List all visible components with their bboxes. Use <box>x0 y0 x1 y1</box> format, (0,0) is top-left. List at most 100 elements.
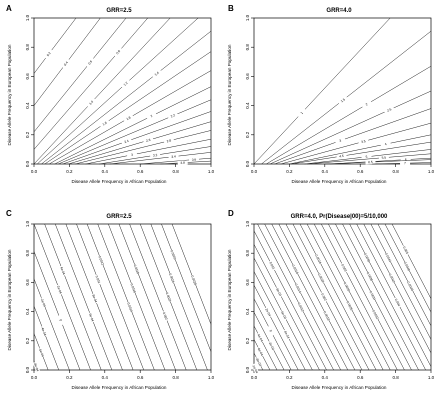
contour-line <box>85 138 212 165</box>
contour-label-background <box>57 314 65 326</box>
contour-label-background <box>168 154 179 160</box>
contour-label: 2.6 <box>146 138 152 143</box>
contour-line <box>391 223 432 299</box>
contour-label: 3.4 <box>171 154 176 159</box>
contour-line <box>33 17 171 165</box>
x-tick-label: 0.8 <box>172 375 179 380</box>
contour-line <box>37 17 199 165</box>
contour-label-background <box>361 100 373 109</box>
contour-line <box>274 108 432 165</box>
contour-label: 1 <box>300 111 304 115</box>
contour-label: -4e-04 <box>40 326 47 336</box>
contour-label: 0.0034 <box>369 290 377 301</box>
contour-label: 6e-04 <box>88 313 95 322</box>
contour-line <box>54 86 212 165</box>
y-tick-label: 0.0 <box>245 160 250 167</box>
contour-label: 0.0022 <box>165 292 172 303</box>
contour-label: 4 <box>384 142 387 146</box>
contour-label: 0.4 <box>63 60 69 66</box>
contour-label: 0 <box>58 319 62 322</box>
contour-label-background <box>294 282 303 294</box>
x-tick-label: 1.0 <box>428 375 435 380</box>
panel-letter: A <box>6 4 12 13</box>
contour-label: 6.5 <box>368 160 373 164</box>
contour-line <box>171 223 212 325</box>
contour-label-background <box>177 160 188 166</box>
contour-label: 0.005 <box>402 246 409 255</box>
contour-label-background <box>164 291 173 303</box>
contour-label: 0.0026 <box>170 249 177 260</box>
contour-label-background <box>167 112 179 120</box>
contour-label-background <box>279 309 288 321</box>
contour-label-background <box>61 58 71 69</box>
contour-label: 0.0018 <box>133 264 140 275</box>
contour-label: 0.0032 <box>371 309 379 320</box>
contour-label-background <box>126 151 138 158</box>
contour-label-background <box>142 136 154 144</box>
contour-line <box>306 223 384 371</box>
contour-label-background <box>383 106 395 114</box>
y-axis-label: Disease Allele Frequency in European Pop… <box>227 44 232 145</box>
x-axis-label: Disease Allele Frequency in African Popu… <box>72 385 167 390</box>
contour-line <box>324 159 432 165</box>
contour-label-background <box>146 112 157 121</box>
x-tick-label: 0.0 <box>31 375 38 380</box>
contour-label-background <box>393 297 402 308</box>
contour-label-background <box>365 271 374 282</box>
contour-label-background <box>365 159 376 165</box>
contour-line <box>291 141 432 165</box>
contour-line <box>76 223 134 371</box>
contour-line <box>328 223 405 371</box>
contour-label: 0.003 <box>340 263 347 272</box>
x-tick-label: 0.8 <box>392 375 399 380</box>
contour-label-background <box>99 119 110 128</box>
contour-label-background <box>380 141 391 148</box>
panel-letter: D <box>228 209 234 218</box>
contour-line <box>33 306 60 371</box>
contour-label-background <box>85 57 95 68</box>
contour-label: -8e-04 <box>33 362 40 372</box>
y-tick-label: 0.0 <box>25 160 30 167</box>
contour-label: 3.5 <box>361 139 367 144</box>
y-tick-label: 0.2 <box>25 337 30 344</box>
plot-area: 0.0 0.2 0.4 0.6 0.8 1.0 0.0 0.2 0.4 0.6 0.8 1.0 0.2 0… <box>25 14 215 174</box>
contour-label: 0.0038 <box>363 252 371 263</box>
contour-label: 1.6 <box>102 121 108 127</box>
contour-label-background <box>319 291 328 303</box>
contour-line <box>140 157 212 165</box>
contour-label: -8e-04 <box>255 357 263 367</box>
y-tick-label: 1.0 <box>245 220 250 227</box>
contour-label: 0.0014 <box>126 302 133 313</box>
contour-label: 0.0048 <box>403 261 411 272</box>
plot-area: 0.0 0.2 0.4 0.6 0.8 1.0 0.0 0.2 0.4 0.6 0.8 1.0 -8e-… <box>25 220 215 380</box>
contour-line <box>289 134 432 165</box>
x-tick-label: 0.2 <box>66 169 73 174</box>
contour-label-background <box>87 312 96 323</box>
x-tick-label: 0.4 <box>102 375 109 380</box>
x-tick-label: 0.2 <box>66 375 73 380</box>
contour-label-background <box>59 265 67 277</box>
panel-title: GRR=4.0, Pr(Disease|00)=5/10,000 <box>291 214 388 220</box>
contour-line <box>129 223 187 371</box>
contour-label-background <box>39 297 47 308</box>
contour-line <box>150 223 208 371</box>
contour-line <box>109 152 212 165</box>
contour-label: -2e-04 <box>267 341 275 351</box>
contour-label-background <box>113 47 123 58</box>
contour-label-background <box>91 293 99 304</box>
contour-line <box>264 223 341 371</box>
contour-label-background <box>322 310 331 322</box>
contour-label-background <box>254 356 263 368</box>
contour-label: 7 <box>404 161 406 165</box>
contour-line <box>33 278 70 371</box>
contour-label-background <box>363 252 372 263</box>
contour-label: 1.2 <box>123 81 129 87</box>
contour-label-background <box>94 274 102 285</box>
contour-line <box>342 223 419 371</box>
y-tick-label: 1.0 <box>25 14 30 21</box>
contour-label-background <box>368 290 377 301</box>
contour-line <box>33 17 77 74</box>
panel-c: C GRR=2.5 Disease Allele Frequency in Af… <box>6 209 215 390</box>
contour-label: 0.002 <box>320 293 327 302</box>
